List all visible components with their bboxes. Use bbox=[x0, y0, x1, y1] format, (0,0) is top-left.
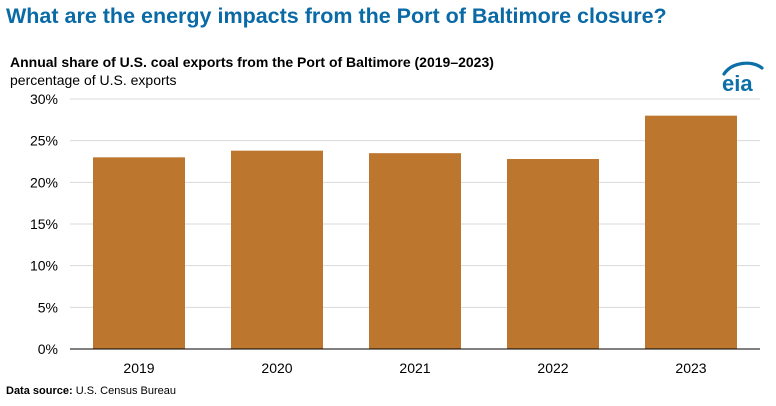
eia-logo-swoosh bbox=[722, 61, 764, 76]
x-tick-label: 2023 bbox=[675, 360, 706, 376]
y-tick-label: 20% bbox=[30, 174, 58, 190]
data-source-text: U.S. Census Bureau bbox=[75, 385, 176, 397]
chart-subtitle: percentage of U.S. exports bbox=[10, 72, 177, 88]
y-tick-label: 10% bbox=[30, 258, 58, 274]
data-source: Data source: U.S. Census Bureau bbox=[6, 385, 176, 397]
x-axis: 2019 2020 2021 2022 2023 bbox=[70, 348, 760, 376]
bar-2019 bbox=[93, 157, 185, 349]
y-tick-label: 15% bbox=[30, 216, 58, 232]
bar-2022 bbox=[507, 159, 599, 349]
eia-logo-text: eia bbox=[722, 71, 753, 96]
page-headline: What are the energy impacts from the Por… bbox=[6, 4, 667, 28]
eia-logo: eia bbox=[722, 61, 764, 96]
bar-2021 bbox=[369, 153, 461, 349]
data-source-label: Data source: bbox=[6, 385, 73, 397]
bars bbox=[93, 115, 737, 350]
x-tick-label: 2019 bbox=[123, 360, 154, 376]
bar-2023 bbox=[645, 115, 737, 350]
bar-2020 bbox=[231, 150, 323, 349]
y-axis: 0% 5% 10% 15% 20% 25% 30% bbox=[30, 91, 58, 357]
y-tick-label: 30% bbox=[30, 91, 58, 107]
x-tick-label: 2020 bbox=[261, 360, 292, 376]
x-tick-label: 2022 bbox=[537, 360, 568, 376]
y-tick-label: 0% bbox=[38, 341, 58, 357]
x-tick-label: 2021 bbox=[399, 360, 430, 376]
chart-title: Annual share of U.S. coal exports from t… bbox=[10, 54, 494, 70]
y-tick-label: 5% bbox=[38, 299, 58, 315]
y-tick-label: 25% bbox=[30, 133, 58, 149]
